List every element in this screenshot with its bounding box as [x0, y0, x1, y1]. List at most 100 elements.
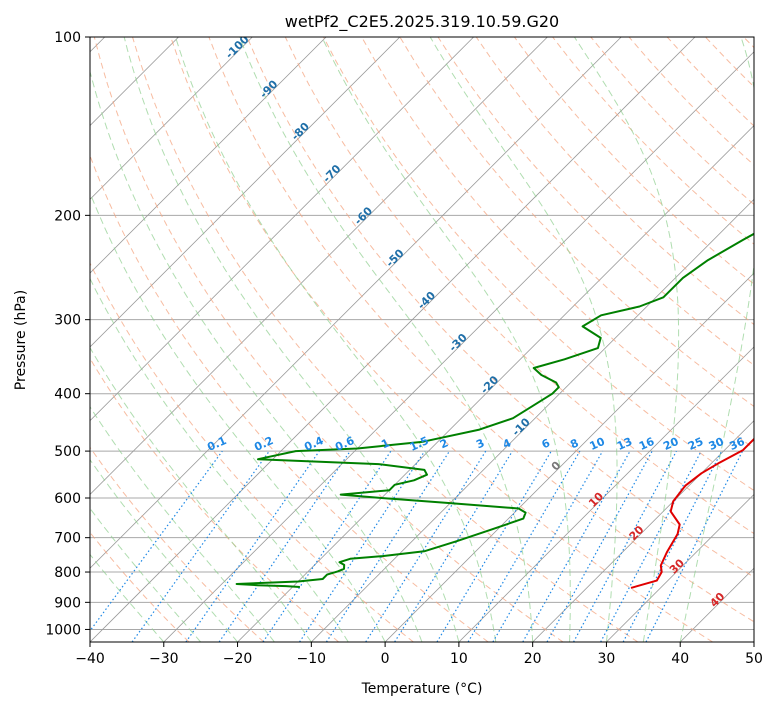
- dry-adiabat-line: [743, 37, 754, 49]
- dry-adiabat-line: [323, 37, 754, 492]
- dry-adiabat-line: [475, 37, 754, 326]
- dry-adiabat-line: [90, 262, 414, 642]
- mixing-ratio-label: 3: [474, 436, 486, 451]
- dry-adiabat-line: [705, 37, 754, 88]
- moist-adiabat-line: [90, 458, 238, 642]
- y-tick-label: 500: [54, 444, 81, 460]
- isotherm-line: [163, 51, 754, 642]
- y-tick-label: 700: [54, 531, 81, 547]
- isotherm-line: [90, 37, 474, 422]
- isotherm-line: [90, 37, 696, 642]
- mixing-ratio-label: 16: [637, 435, 657, 453]
- isotherm-label: 10: [586, 490, 606, 510]
- dewpoint-profile-line: [235, 232, 754, 588]
- mixing-ratio-line: [467, 450, 581, 642]
- moist-adiabat-line: [573, 37, 680, 642]
- mixing-ratio-label: 8: [568, 436, 580, 451]
- y-tick-label: 1000: [45, 622, 81, 638]
- dry-adiabat-line: [90, 357, 339, 642]
- plot-series-group: [235, 232, 754, 589]
- dry-adiabat-line: [437, 37, 754, 366]
- dry-adiabat-line: [552, 37, 754, 245]
- dry-adiabat-line: [666, 37, 754, 127]
- mixing-ratio-label: 1: [379, 436, 391, 451]
- isotherm-line: [384, 272, 754, 642]
- axes-ticks: −40 −30 −20 −10 0 10 20 30 40 50 100 200 300 400 500 60…: [45, 30, 763, 667]
- dry-adiabat-line: [590, 37, 754, 206]
- mixing-ratio-line: [600, 450, 702, 642]
- isotherm-line: [90, 37, 401, 348]
- x-tick-label: −40: [75, 651, 105, 667]
- mixing-ratio-line: [365, 450, 487, 642]
- dry-adiabat-line: [513, 37, 754, 285]
- temperature-profile-line: [630, 437, 754, 589]
- x-axis-label: Temperature (°C): [361, 681, 483, 697]
- dry-adiabat-line: [399, 37, 754, 408]
- mixing-ratio-label: 36: [727, 435, 747, 453]
- moist-adiabat-line: [239, 37, 534, 642]
- isotherm-line: [679, 567, 754, 642]
- isotherm-label: 40: [707, 590, 727, 610]
- dry-adiabat-line: [90, 446, 265, 642]
- isotherm-line: [532, 420, 754, 642]
- x-tick-label: 30: [598, 651, 616, 667]
- x-tick-label: −10: [297, 651, 327, 667]
- isotherm-line: [90, 37, 327, 274]
- dry-adiabat-line: [208, 37, 754, 623]
- dry-adiabat-line: [170, 37, 713, 642]
- moist-adiabat-line: [90, 553, 165, 642]
- moist-adiabat-line: [90, 191, 386, 642]
- moist-adiabat-line: [679, 37, 754, 642]
- isotherm-label: -50: [383, 246, 406, 269]
- moist-adiabat-line: [123, 37, 460, 642]
- mixing-ratio-line: [492, 450, 604, 642]
- mixing-ratio-label: 30: [707, 435, 727, 453]
- isotherm-line: [237, 124, 754, 642]
- isotherm-label: -70: [320, 162, 343, 185]
- moist-adiabat-line: [90, 507, 202, 642]
- mixing-ratio-line: [546, 450, 653, 642]
- isotherm-label: 30: [667, 556, 687, 576]
- isotherm-line: [606, 493, 754, 642]
- dry-adiabat-line: [246, 37, 754, 578]
- isotherm-line: [90, 37, 548, 496]
- mixing-ratio-label: 25: [686, 435, 705, 453]
- isotherm-line: [90, 37, 253, 200]
- dry-adiabat-line: [132, 37, 639, 642]
- plot-frame: [89, 36, 755, 643]
- dry-adiabat-line: [93, 37, 564, 642]
- moist-adiabat-line: [90, 405, 275, 642]
- moist-adiabat-line: [90, 69, 423, 642]
- x-tick-label: −20: [223, 651, 253, 667]
- moist-adiabat-line: [429, 37, 618, 642]
- isotherm-line: [458, 346, 754, 642]
- isotherm-label: -60: [352, 204, 375, 227]
- y-tick-label: 400: [54, 387, 81, 403]
- x-tick-label: 0: [381, 651, 390, 667]
- mixing-ratio-line: [90, 450, 223, 632]
- x-tick-label: 40: [671, 651, 689, 667]
- isotherm-line: [90, 37, 622, 569]
- mixing-ratio-line: [394, 450, 513, 642]
- isotherm-line: [753, 641, 754, 642]
- y-tick-label: 600: [54, 491, 81, 507]
- x-tick-label: 50: [745, 651, 763, 667]
- plot-background-lines: [90, 37, 754, 642]
- y-tick-label: 800: [54, 565, 81, 581]
- mixing-ratio-label: 6: [540, 436, 553, 451]
- moist-adiabat-line: [90, 277, 349, 642]
- y-tick-label: 200: [54, 208, 81, 224]
- isotherm-label: -80: [289, 120, 312, 143]
- mixing-ratio-line: [522, 450, 631, 642]
- mixing-ratio-label: 20: [661, 435, 681, 453]
- isotherm-line: [311, 198, 754, 642]
- x-tick-label: 20: [524, 651, 542, 667]
- mixing-ratio-line: [325, 450, 450, 642]
- dry-adiabat-line: [284, 37, 754, 535]
- mixing-ratio-line: [185, 450, 320, 642]
- y-tick-label: 900: [54, 595, 81, 611]
- mixing-ratio-line: [573, 450, 677, 642]
- moist-adiabat-line: [321, 37, 571, 642]
- mixing-ratio-line: [299, 450, 426, 642]
